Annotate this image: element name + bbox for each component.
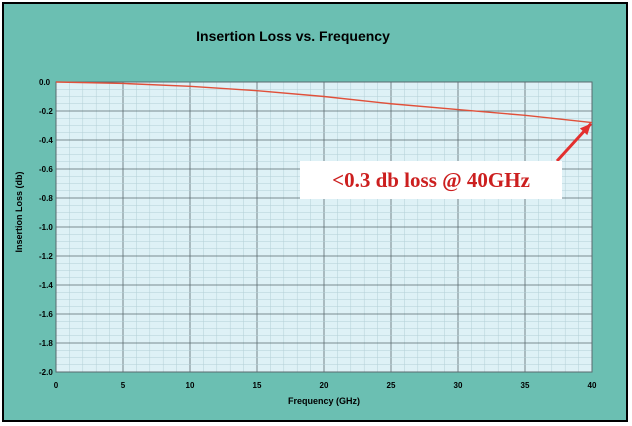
y-tick-label: -1.8 bbox=[39, 339, 53, 348]
y-tick-label: -1.0 bbox=[39, 223, 53, 232]
x-tick-label: 35 bbox=[521, 381, 530, 390]
chart-frame: 0 5 10 15 20 25 30 35 40 0.0 -0.2 -0.4 -0.6 -0.8 -1.0 -… bbox=[2, 2, 628, 422]
y-tick-label: -0.6 bbox=[39, 165, 53, 174]
annotation-text: <0.3 db loss @ 40GHz bbox=[332, 167, 530, 192]
y-tick-label: 0.0 bbox=[39, 78, 51, 87]
y-axis-label: Insertion Loss (db) bbox=[14, 171, 24, 252]
series-line bbox=[55, 81, 593, 124]
x-tick-label: 30 bbox=[454, 381, 463, 390]
y-tick-label: -1.4 bbox=[39, 281, 53, 290]
plot-border bbox=[55, 81, 593, 373]
x-axis-label: Frequency (GHz) bbox=[288, 396, 360, 406]
annotation-box: <0.3 db loss @ 40GHz bbox=[300, 161, 562, 199]
annotation-arrow bbox=[555, 122, 593, 163]
x-tick-label: 10 bbox=[186, 381, 195, 390]
y-tick-label: -0.8 bbox=[39, 194, 53, 203]
x-tick-label: 20 bbox=[320, 381, 329, 390]
y-tick-label: -0.2 bbox=[39, 107, 53, 116]
y-tick-label: -0.4 bbox=[39, 136, 53, 145]
grid-lines bbox=[55, 81, 593, 373]
tick-labels: 0 5 10 15 20 25 30 35 40 0.0 -0.2 -0.4 -0.6 -0.8 -1.0 -… bbox=[39, 78, 597, 390]
x-tick-label: 40 bbox=[588, 381, 597, 390]
y-tick-label: -1.6 bbox=[39, 310, 53, 319]
y-tick-label: -2.0 bbox=[39, 368, 53, 377]
arrow-head bbox=[579, 123, 591, 136]
series-layer bbox=[55, 81, 593, 124]
x-tick-label: 15 bbox=[253, 381, 262, 390]
x-tick-label: 0 bbox=[54, 381, 59, 390]
x-tick-label: 5 bbox=[121, 381, 126, 390]
insertion-loss-chart: 0 5 10 15 20 25 30 35 40 0.0 -0.2 -0.4 -0.6 -0.8 -1.0 -… bbox=[4, 4, 626, 420]
y-tick-label: -1.2 bbox=[39, 252, 53, 261]
x-tick-label: 25 bbox=[387, 381, 396, 390]
chart-title: Insertion Loss vs. Frequency bbox=[196, 28, 390, 44]
